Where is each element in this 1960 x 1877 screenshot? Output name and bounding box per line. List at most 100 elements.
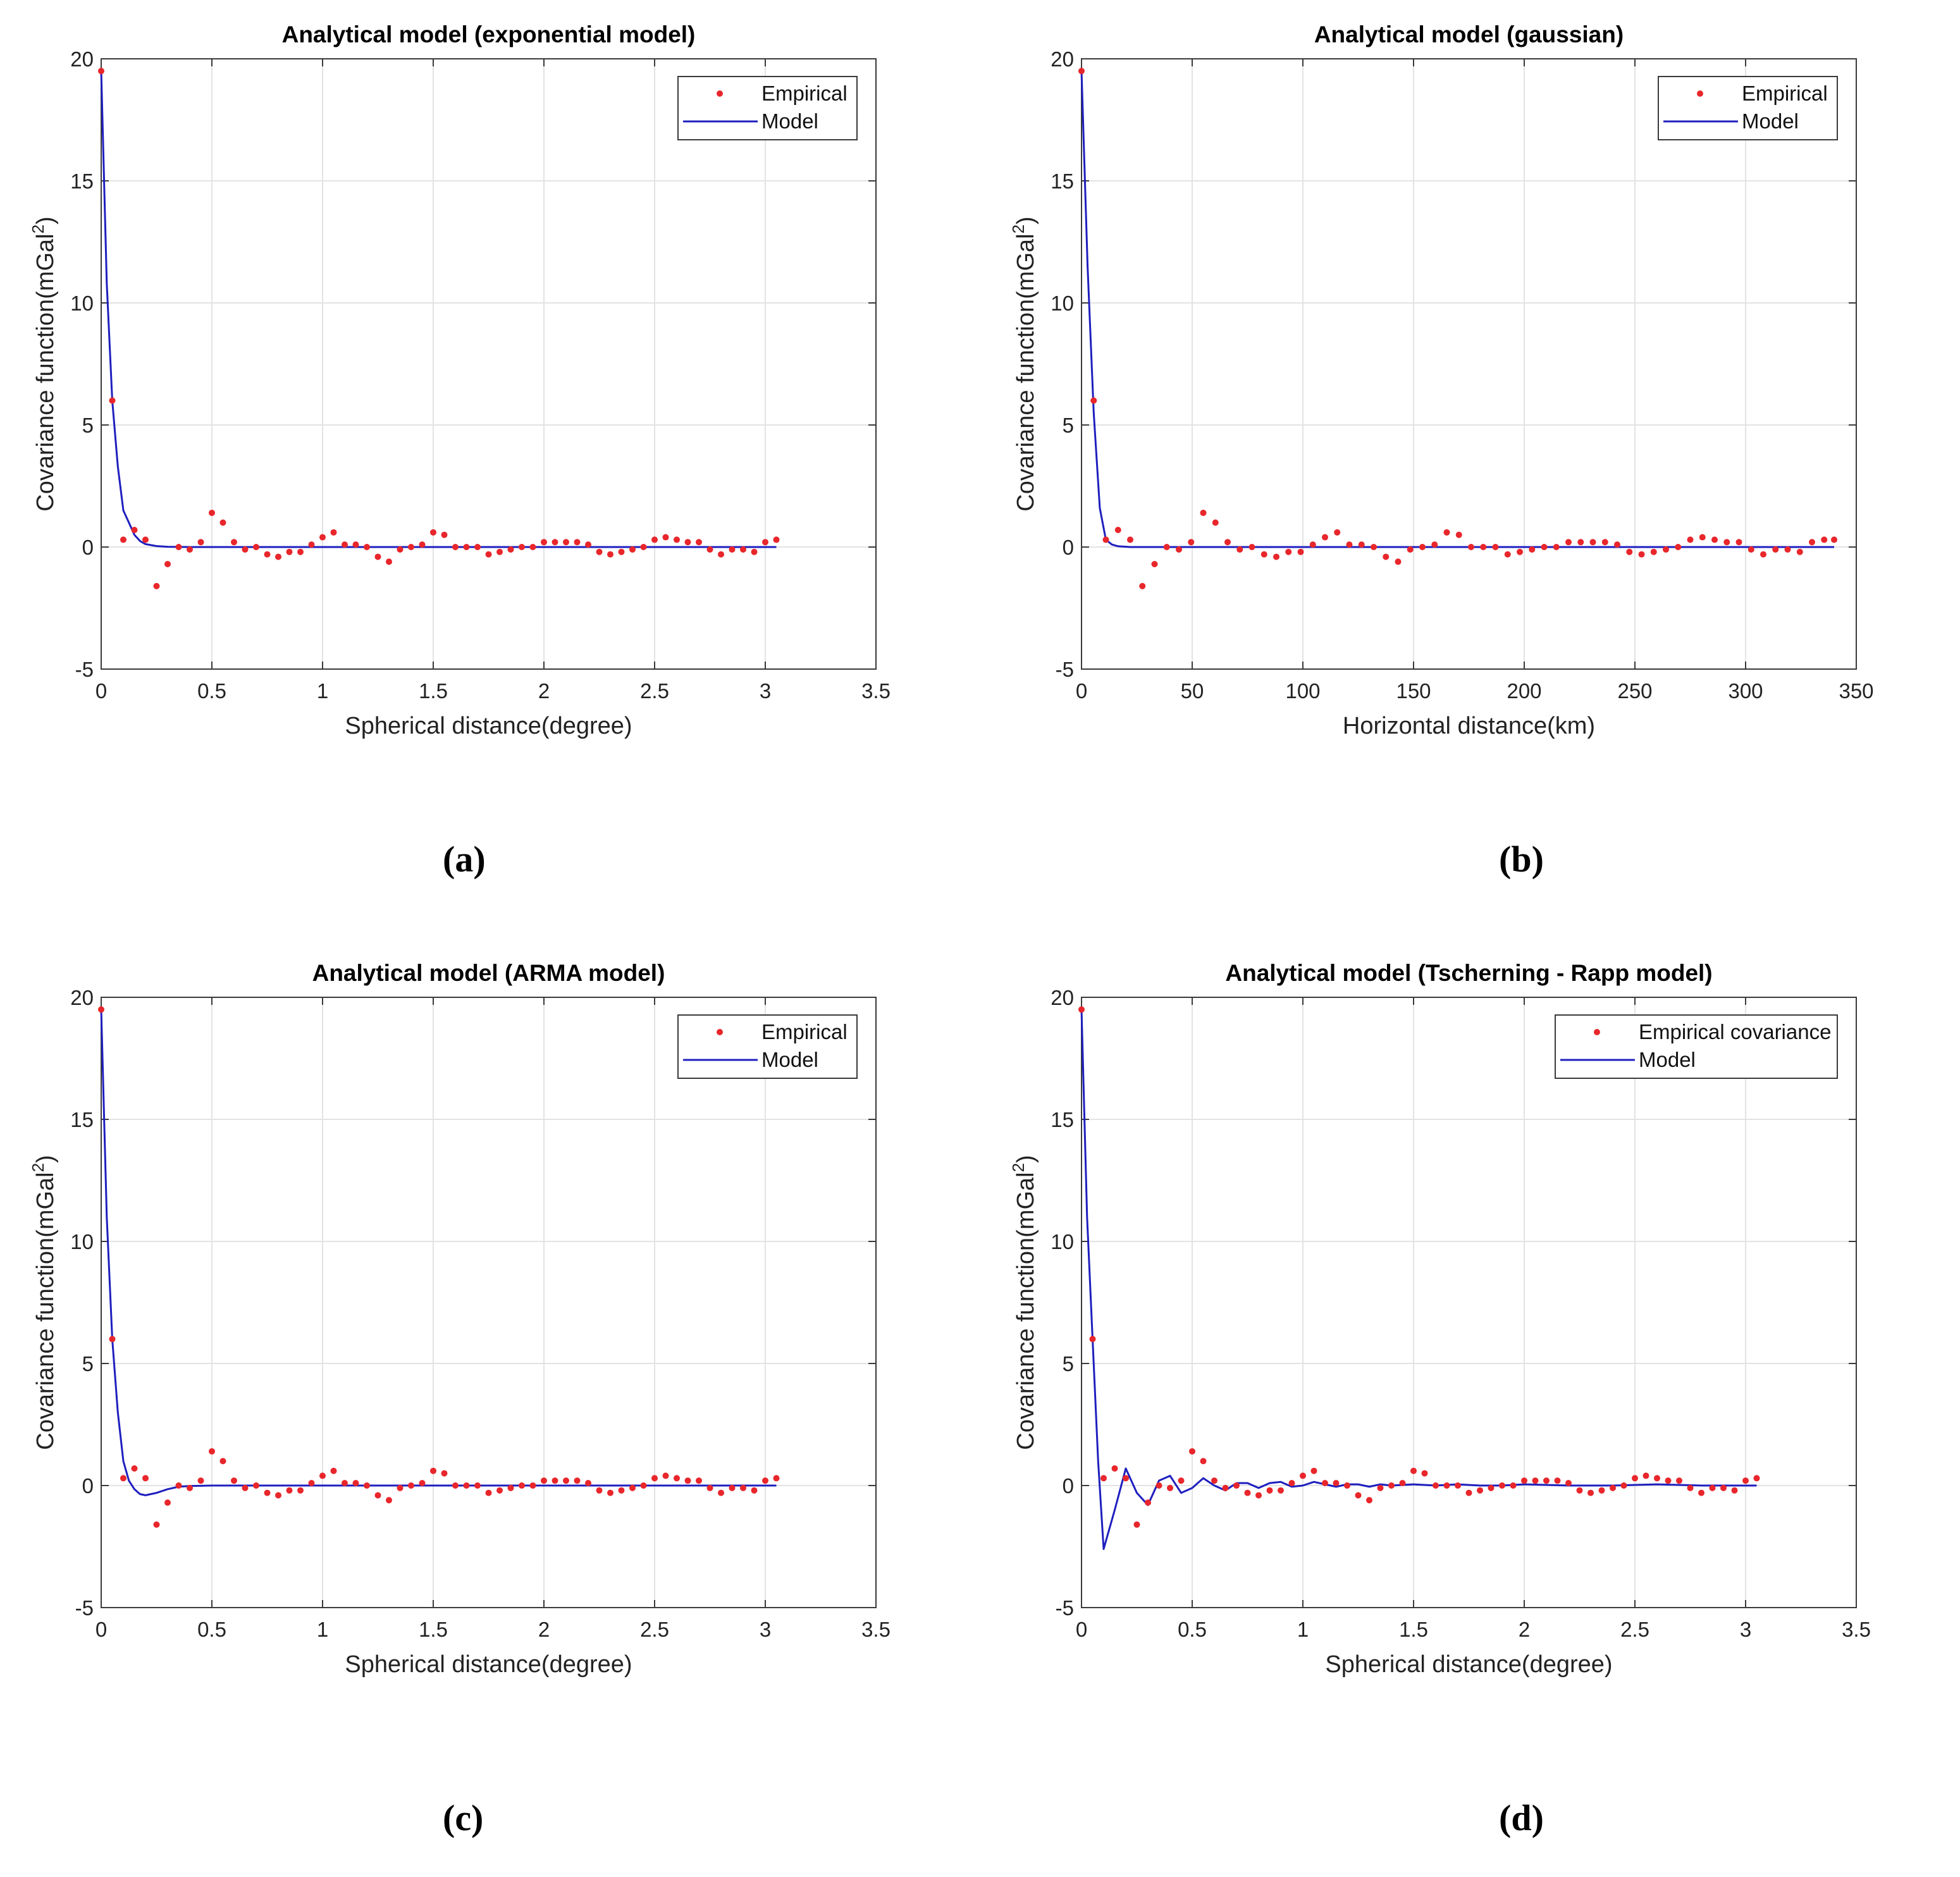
empirical-point bbox=[1784, 546, 1791, 553]
empirical-point bbox=[197, 1477, 204, 1484]
x-tick-label: 0.5 bbox=[1178, 1618, 1207, 1641]
empirical-point bbox=[164, 1499, 171, 1506]
empirical-point bbox=[684, 1477, 691, 1484]
empirical-point bbox=[1443, 529, 1450, 536]
empirical-point bbox=[651, 1475, 658, 1482]
empirical-point bbox=[197, 539, 204, 546]
empirical-point bbox=[441, 531, 448, 538]
y-tick-label: -5 bbox=[75, 658, 94, 681]
empirical-point bbox=[419, 541, 426, 548]
empirical-point bbox=[1465, 1489, 1472, 1496]
empirical-point bbox=[1163, 544, 1170, 550]
x-tick-label: 3.5 bbox=[861, 1618, 891, 1641]
empirical-point bbox=[264, 551, 271, 558]
empirical-point bbox=[762, 539, 768, 546]
empirical-point bbox=[120, 536, 126, 543]
empirical-point bbox=[430, 529, 436, 536]
empirical-point bbox=[640, 1482, 647, 1489]
empirical-point bbox=[1123, 1475, 1129, 1482]
empirical-point bbox=[474, 1482, 481, 1489]
empirical-point bbox=[1735, 539, 1742, 546]
empirical-point bbox=[1310, 1467, 1317, 1474]
empirical-point bbox=[1127, 536, 1133, 543]
x-tick-label: 2 bbox=[538, 679, 550, 703]
empirical-point bbox=[109, 397, 116, 404]
x-tick-label: 3 bbox=[760, 1618, 771, 1641]
empirical-point bbox=[1589, 539, 1596, 546]
empirical-point bbox=[1151, 561, 1158, 568]
empirical-point bbox=[496, 1487, 503, 1494]
empirical-point bbox=[618, 548, 625, 555]
y-axis-label-main: Covariance function(mGal bbox=[1013, 1172, 1039, 1449]
y-axis-label-main: Covariance function(mGal bbox=[32, 1172, 59, 1449]
empirical-point bbox=[397, 1484, 404, 1491]
empirical-point bbox=[275, 1492, 281, 1499]
y-tick-label: 20 bbox=[1051, 986, 1074, 1009]
chart-title: Analytical model (exponential model) bbox=[282, 22, 696, 47]
empirical-point bbox=[585, 541, 591, 548]
y-axis-label-main: Covariance function(mGal bbox=[1013, 233, 1039, 511]
empirical-point bbox=[1355, 1492, 1362, 1499]
y-tick-label: 10 bbox=[1051, 1230, 1074, 1253]
empirical-point bbox=[1233, 1482, 1240, 1489]
empirical-point bbox=[1687, 1484, 1694, 1491]
x-tick-label: 3.5 bbox=[1842, 1618, 1871, 1641]
empirical-point bbox=[1224, 539, 1231, 546]
panel-label-a: (a) bbox=[443, 839, 486, 880]
empirical-point bbox=[1410, 1467, 1417, 1474]
empirical-point bbox=[1601, 539, 1608, 546]
empirical-point bbox=[342, 1480, 348, 1487]
empirical-point bbox=[1102, 536, 1109, 543]
x-tick-label: 1 bbox=[317, 1618, 328, 1641]
y-tick-label: 5 bbox=[1063, 414, 1074, 437]
empirical-point bbox=[1222, 1484, 1229, 1491]
empirical-point bbox=[485, 551, 492, 558]
empirical-point bbox=[242, 1484, 249, 1491]
empirical-point bbox=[253, 544, 259, 550]
empirical-point bbox=[1723, 539, 1730, 546]
chart-panel-c: 0 0.5 1 1.5 2 2.5 3 3.5 -5 0 5 10 15 20 Analytical mod… bbox=[0, 938, 980, 1877]
legend-label-empirical: Empirical covariance bbox=[1639, 1020, 1831, 1043]
empirical-point bbox=[1266, 1487, 1273, 1494]
empirical-point bbox=[1078, 1006, 1085, 1013]
empirical-point bbox=[1698, 1489, 1704, 1496]
y-tick-label: 5 bbox=[82, 414, 94, 437]
empirical-point bbox=[187, 1484, 193, 1491]
x-tick-label: 1 bbox=[1297, 1618, 1309, 1641]
empirical-point bbox=[674, 536, 680, 543]
empirical-point bbox=[1255, 1492, 1262, 1499]
empirical-point bbox=[552, 539, 558, 546]
empirical-point bbox=[1443, 1482, 1450, 1489]
empirical-point bbox=[596, 1487, 603, 1494]
empirical-point bbox=[386, 558, 392, 565]
plot-area bbox=[1082, 59, 1856, 669]
chart-panel-a: 0 0.5 1 1.5 2 2.5 3 3.5 -5 0 5 10 15 20 Analytical mod… bbox=[0, 0, 980, 938]
empirical-point bbox=[253, 1482, 259, 1489]
x-tick-label: 200 bbox=[1507, 679, 1541, 703]
empirical-point bbox=[496, 548, 503, 555]
y-axis-label: Covariance function(mGal2) bbox=[1009, 216, 1039, 511]
x-tick-label: 1.5 bbox=[419, 679, 448, 703]
empirical-point bbox=[1431, 541, 1438, 548]
empirical-point bbox=[364, 1482, 370, 1489]
x-tick-label: 1 bbox=[317, 679, 328, 703]
empirical-point bbox=[729, 1484, 736, 1491]
empirical-point bbox=[1455, 531, 1462, 538]
empirical-point bbox=[751, 548, 758, 555]
empirical-point bbox=[308, 541, 315, 548]
legend-label-model: Model bbox=[761, 1048, 818, 1071]
empirical-point bbox=[1831, 536, 1837, 543]
empirical-point bbox=[519, 1482, 525, 1489]
empirical-point bbox=[98, 1006, 104, 1013]
empirical-point bbox=[1366, 1497, 1372, 1504]
empirical-point bbox=[1346, 541, 1353, 548]
empirical-point bbox=[596, 548, 603, 555]
x-tick-label: 2.5 bbox=[640, 1618, 669, 1641]
empirical-point bbox=[1772, 546, 1779, 553]
empirical-point bbox=[574, 1477, 581, 1484]
empirical-point bbox=[1419, 544, 1426, 550]
empirical-point bbox=[463, 544, 470, 550]
y-axis-label-superscript: 2 bbox=[1009, 1163, 1028, 1172]
empirical-point bbox=[1504, 551, 1511, 558]
empirical-point bbox=[1577, 539, 1584, 546]
